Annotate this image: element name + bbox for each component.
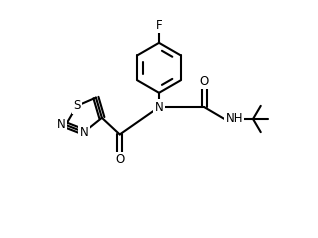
Text: N: N [57,119,66,131]
Text: N: N [155,101,163,114]
Text: S: S [73,99,80,112]
Text: N: N [80,126,88,139]
Text: O: O [115,154,124,166]
Text: O: O [200,75,209,88]
Text: NH: NH [226,113,243,125]
Text: F: F [156,19,162,32]
